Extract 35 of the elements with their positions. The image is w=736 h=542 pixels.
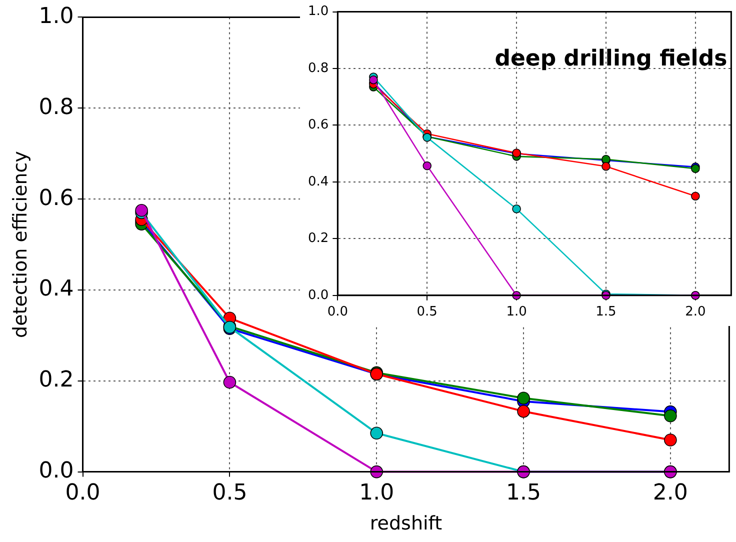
- point: [422, 161, 432, 170]
- point: [517, 404, 530, 418]
- x-tick-label: 0.0: [327, 304, 348, 320]
- y-tick-label: 1.0: [38, 4, 74, 29]
- y-axis-title: detection efficiency: [9, 151, 32, 338]
- point: [664, 409, 677, 422]
- point: [512, 204, 521, 214]
- point: [369, 75, 378, 84]
- x-axis-title: redshift: [370, 512, 442, 535]
- point: [664, 434, 677, 446]
- x-tick-label: 2.0: [685, 304, 706, 320]
- x-tick-label: 1.5: [596, 304, 616, 320]
- y-tick-label: 0.4: [308, 174, 329, 190]
- y-tick-label: 0.6: [308, 118, 329, 133]
- point: [517, 392, 530, 405]
- point: [691, 192, 700, 201]
- x-tick-label: 0.5: [416, 304, 438, 320]
- x-tick-label: 0.5: [212, 480, 248, 506]
- y-tick-label: 0.6: [38, 186, 74, 211]
- x-tick-label: 1.5: [506, 480, 542, 506]
- point: [223, 376, 236, 389]
- y-tick-label: 0.4: [38, 276, 74, 302]
- annotation: deep drilling fields: [494, 46, 728, 72]
- point: [602, 162, 610, 171]
- point: [135, 204, 148, 217]
- y-tick-label: 0.0: [308, 288, 329, 303]
- y-tick-label: 1.0: [308, 4, 329, 20]
- y-tick-label: 0.8: [38, 94, 74, 120]
- y-tick-label: 0.2: [38, 368, 74, 393]
- y-tick-label: 0.2: [308, 231, 329, 246]
- point: [370, 426, 384, 440]
- x-tick-label: 1.0: [359, 480, 394, 506]
- x-tick-label: 1.0: [506, 304, 527, 320]
- x-tick-label: 2.0: [652, 480, 688, 506]
- y-tick-label: 0.8: [308, 60, 329, 76]
